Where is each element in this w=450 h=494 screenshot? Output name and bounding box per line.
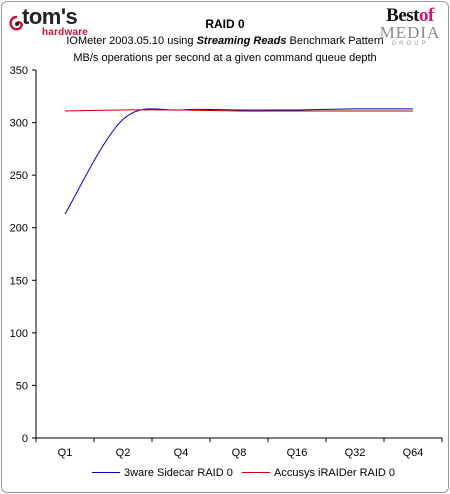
media-text: MEDIA [379,23,441,42]
y-tick-label: 300 [10,118,28,130]
hardware-logo-text: hardware [42,27,89,38]
x-tick-label: Q32 [345,447,366,459]
y-tick-label: 50 [16,380,28,392]
legend-swatch-2 [242,471,270,473]
y-tick-label: 250 [10,170,28,182]
y-tick-label: 100 [10,328,28,340]
group-text: GROUP [391,41,429,47]
x-tick-label: Q64 [403,447,424,459]
legend-label-2: Accusys iRAIDer RAID 0 [274,467,396,479]
x-tick-label: Q1 [58,447,73,459]
y-tick-label: 350 [10,65,28,77]
legend-item-1: 3ware Sidecar RAID 0 [92,467,233,479]
x-tick-label: Q16 [287,447,308,459]
y-tick-label: 0 [22,433,28,445]
series-line-2 [64,109,413,112]
toms-logo-text: tom's [22,4,78,29]
y-tick-label: 200 [10,223,28,235]
best-of-media-logo: Bestof MEDIA GROUP [378,6,442,54]
legend-label-1: 3ware Sidecar RAID 0 [124,467,233,479]
x-tick-label: Q8 [232,447,247,459]
legend-item-2: Accusys iRAIDer RAID 0 [242,467,395,479]
x-tick-label: Q2 [116,447,131,459]
y-tick-label: 150 [10,275,28,287]
x-tick-label: Q4 [174,447,189,459]
chart-title: RAID 0 [205,17,245,31]
chart-subtitle-line1: IOMeter 2003.05.10 using Streaming Reads… [66,35,384,47]
toms-hardware-logo: tom's hardware [8,4,92,47]
toms-swirl-icon [9,15,23,31]
series-line-1 [64,108,414,215]
chart-subtitle-line2: MB/s operations per second at a given co… [73,52,377,64]
legend-swatch-1 [92,471,120,473]
best-of-text: Bestof [386,5,434,26]
